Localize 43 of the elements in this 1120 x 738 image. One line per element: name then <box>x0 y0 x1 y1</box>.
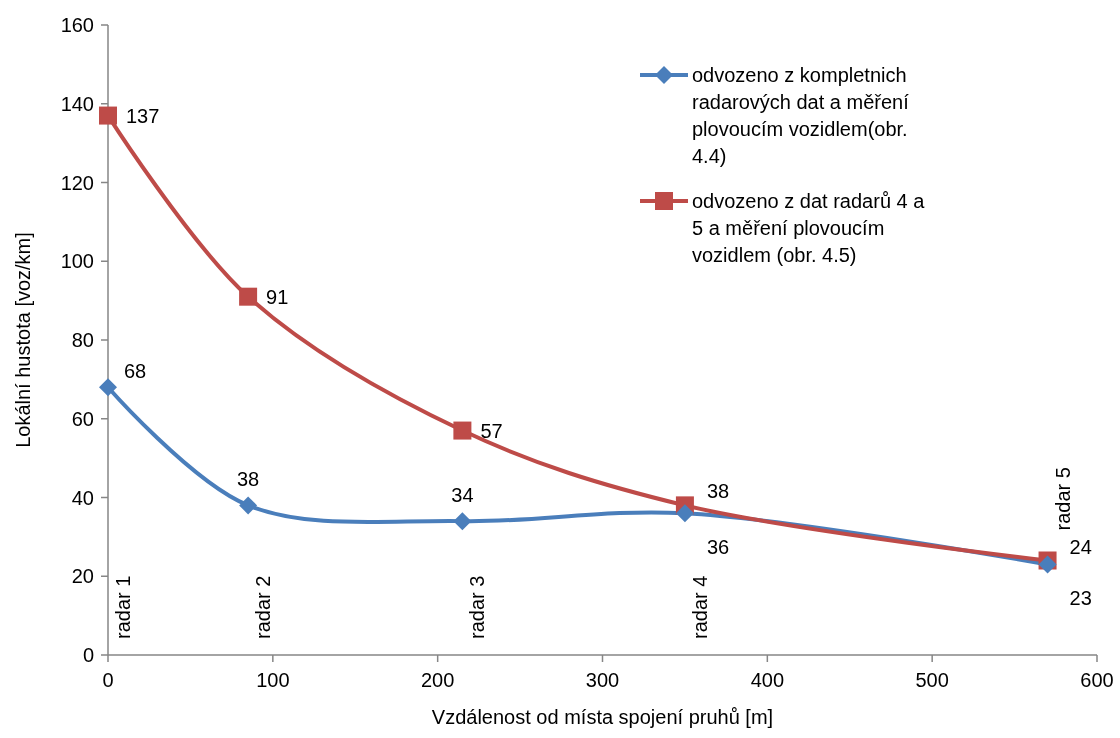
annotation: radar 3 <box>466 575 489 639</box>
point <box>239 496 258 515</box>
point <box>99 106 117 125</box>
y-tick-label: 80 <box>71 329 94 351</box>
x-tick-label: 100 <box>256 669 290 691</box>
y-tick-label: 60 <box>71 407 94 430</box>
x-tick-label: 0 <box>102 669 114 691</box>
point <box>1038 555 1057 574</box>
point <box>675 504 694 523</box>
data-label: 137 <box>126 104 160 127</box>
y-tick-label: 20 <box>71 565 94 588</box>
x-axis-title: Vzdálenost od místa spojení pruhů [m] <box>431 706 774 728</box>
data-label: 57 <box>480 419 503 442</box>
y-tick-label: 120 <box>60 171 94 194</box>
point <box>453 512 472 531</box>
data-label: 24 <box>1069 535 1092 558</box>
y-tick-label: 160 <box>60 14 94 36</box>
data-label: 68 <box>124 360 147 383</box>
annotation: radar 5 <box>1051 467 1074 531</box>
y-tick-label: 140 <box>60 92 94 115</box>
annotation: radar 4 <box>688 575 711 639</box>
x-tick-label: 300 <box>585 669 620 691</box>
data-label: 38 <box>706 480 730 503</box>
data-label: 36 <box>706 536 730 559</box>
data-label: 38 <box>236 468 260 491</box>
data-label: 23 <box>1069 587 1092 610</box>
annotation: radar 1 <box>112 575 134 639</box>
y-axis-title: Lokální hustota [voz/km] <box>12 232 34 448</box>
data-label: 34 <box>451 484 474 507</box>
y-tick-label: 40 <box>71 486 94 509</box>
y-tick-label: 100 <box>60 250 94 273</box>
point <box>99 378 117 397</box>
legend-label: odvozeno z dat radarů 4 a 5 a měření plovoucím vozidlem (obr. 4.5) <box>692 190 926 266</box>
data-label: 91 <box>266 285 289 308</box>
x-tick-label: 400 <box>750 669 785 691</box>
x-tick-label: 500 <box>915 669 949 691</box>
y-tick-label: 0 <box>82 644 94 666</box>
x-tick-label: 200 <box>420 669 455 691</box>
annotation: radar 2 <box>252 575 275 639</box>
point <box>239 287 258 306</box>
legend-label: odvozeno z kompletnich radarových dat a měření plovoucím vozidlem(obr. 4.4) <box>692 64 910 167</box>
point <box>453 421 472 440</box>
x-tick-label: 600 <box>1080 669 1114 691</box>
